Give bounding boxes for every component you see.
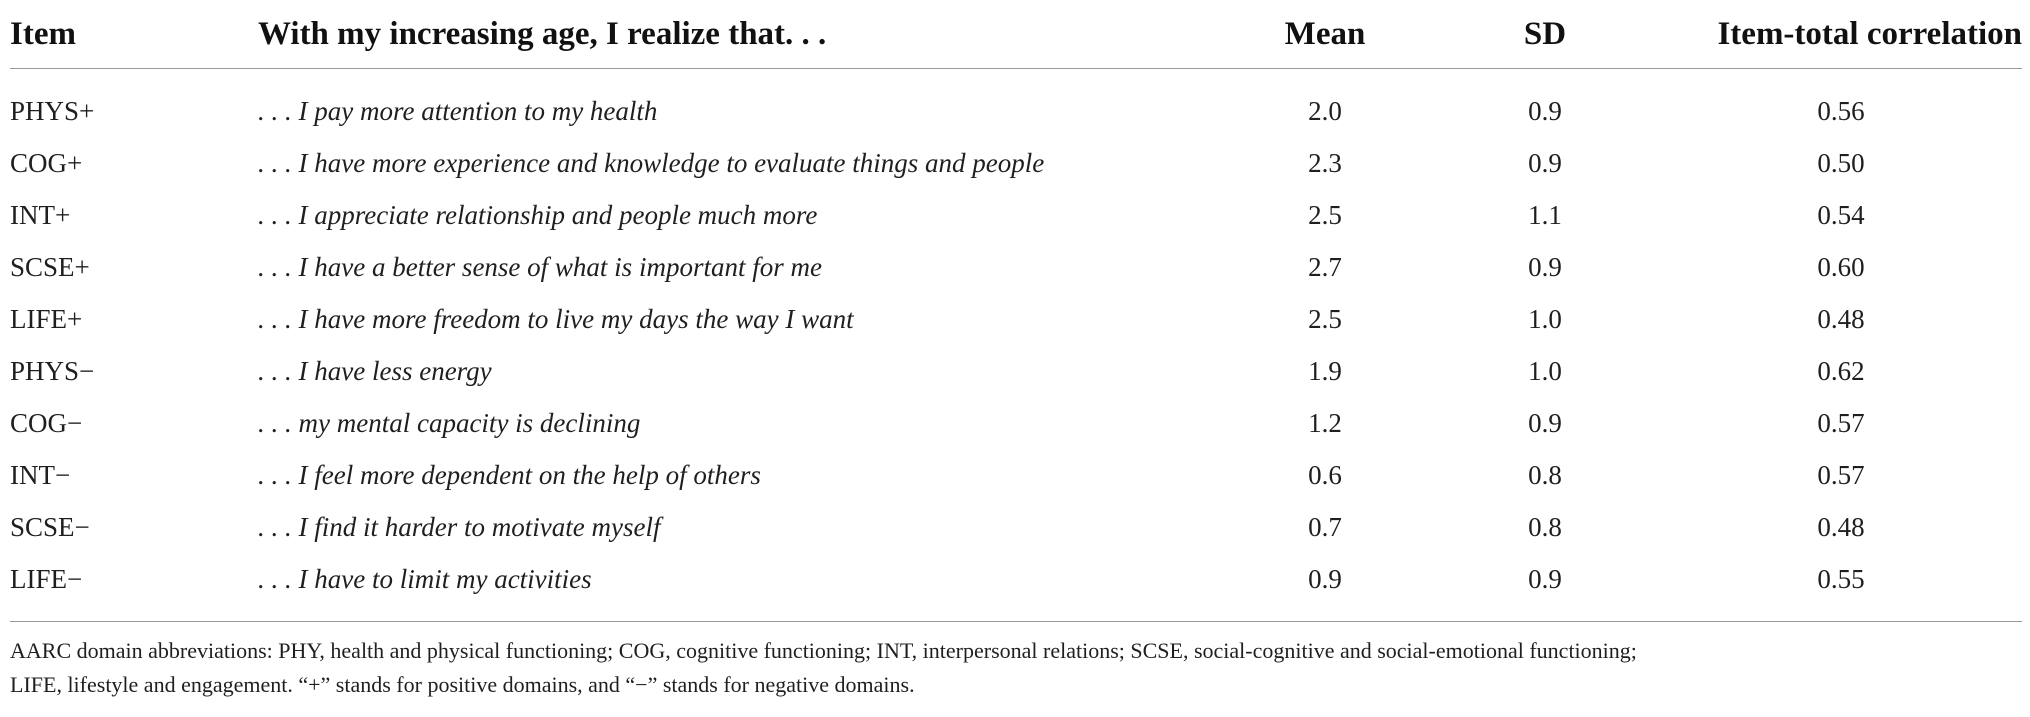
cell-sd: 1.0	[1528, 303, 1562, 334]
footnote-line-1: AARC domain abbreviations: PHY, health a…	[10, 638, 1637, 663]
cell-sd: 0.9	[1528, 563, 1562, 594]
cell-item: SCSE+	[10, 251, 90, 282]
table-row: SCSE+ . . . I have a better sense of wha…	[10, 241, 2022, 293]
cell-correlation: 0.48	[1817, 303, 1865, 334]
cell-item: INT−	[10, 459, 71, 490]
cell-item: PHYS+	[10, 95, 95, 126]
cell-correlation: 0.60	[1817, 251, 1865, 282]
cell-item: SCSE−	[10, 511, 90, 542]
cell-statement: . . . I have more freedom to live my day…	[258, 303, 854, 334]
cell-mean: 0.9	[1308, 563, 1342, 594]
header-row: Item With my increasing age, I realize t…	[10, 0, 2022, 69]
table-row: COG+ . . . I have more experience and kn…	[10, 137, 2022, 189]
cell-sd: 1.1	[1528, 199, 1562, 230]
aarc-items-table: Item With my increasing age, I realize t…	[10, 0, 2022, 615]
cell-statement: . . . I have less energy	[258, 355, 492, 386]
cell-mean: 2.7	[1308, 251, 1342, 282]
aarc-items-table-container: Item With my increasing age, I realize t…	[10, 0, 2022, 615]
cell-correlation: 0.50	[1817, 147, 1865, 178]
cell-correlation: 0.62	[1817, 355, 1865, 386]
footnote-line-2: LIFE, lifestyle and engagement. “+” stan…	[10, 672, 915, 697]
cell-sd: 1.0	[1528, 355, 1562, 386]
table-row: SCSE− . . . I find it harder to motivate…	[10, 501, 2022, 553]
cell-mean: 0.6	[1308, 459, 1342, 490]
cell-mean: 1.2	[1308, 407, 1342, 438]
cell-mean: 2.0	[1308, 95, 1342, 126]
cell-item: LIFE+	[10, 303, 83, 334]
cell-statement: . . . I pay more attention to my health	[258, 95, 658, 126]
cell-item: COG−	[10, 407, 83, 438]
table-row: PHYS+ . . . I pay more attention to my h…	[10, 69, 2022, 138]
cell-sd: 0.9	[1528, 251, 1562, 282]
cell-mean: 0.7	[1308, 511, 1342, 542]
cell-mean: 1.9	[1308, 355, 1342, 386]
cell-correlation: 0.54	[1817, 199, 1865, 230]
header-item: Item	[10, 0, 258, 69]
cell-statement: . . . I have to limit my activities	[258, 563, 592, 594]
cell-sd: 0.9	[1528, 95, 1562, 126]
table-row: INT+ . . . I appreciate relationship and…	[10, 189, 2022, 241]
cell-item: INT+	[10, 199, 71, 230]
cell-item: LIFE−	[10, 563, 83, 594]
table-header: Item With my increasing age, I realize t…	[10, 0, 2022, 69]
table-row: COG− . . . my mental capacity is declini…	[10, 397, 2022, 449]
header-mean: Mean	[1220, 0, 1430, 69]
header-item-total-correlation: Item-total correlation	[1660, 0, 2022, 69]
cell-mean: 2.3	[1308, 147, 1342, 178]
cell-statement: . . . I find it harder to motivate mysel…	[258, 511, 661, 542]
cell-item: PHYS−	[10, 355, 95, 386]
cell-correlation: 0.57	[1817, 459, 1865, 490]
cell-statement: . . . I appreciate relationship and peop…	[258, 199, 818, 230]
header-sd: SD	[1430, 0, 1660, 69]
cell-statement: . . . I have a better sense of what is i…	[258, 251, 822, 282]
table-row: INT− . . . I feel more dependent on the …	[10, 449, 2022, 501]
cell-sd: 0.8	[1528, 511, 1562, 542]
cell-correlation: 0.48	[1817, 511, 1865, 542]
cell-sd: 0.8	[1528, 459, 1562, 490]
cell-mean: 2.5	[1308, 303, 1342, 334]
cell-sd: 0.9	[1528, 147, 1562, 178]
cell-correlation: 0.57	[1817, 407, 1865, 438]
cell-mean: 2.5	[1308, 199, 1342, 230]
cell-statement: . . . I have more experience and knowled…	[258, 147, 1045, 178]
cell-sd: 0.9	[1528, 407, 1562, 438]
header-statement: With my increasing age, I realize that. …	[258, 0, 1220, 69]
cell-statement: . . . I feel more dependent on the help …	[258, 459, 761, 490]
cell-correlation: 0.56	[1817, 95, 1865, 126]
table-row: LIFE− . . . I have to limit my activitie…	[10, 553, 2022, 615]
cell-item: COG+	[10, 147, 83, 178]
table-body: PHYS+ . . . I pay more attention to my h…	[10, 69, 2022, 616]
table-footnote: AARC domain abbreviations: PHY, health a…	[10, 621, 2022, 702]
table-row: PHYS− . . . I have less energy 1.9 1.0 0…	[10, 345, 2022, 397]
table-row: LIFE+ . . . I have more freedom to live …	[10, 293, 2022, 345]
cell-statement: . . . my mental capacity is declining	[258, 407, 641, 438]
cell-correlation: 0.55	[1817, 563, 1865, 594]
